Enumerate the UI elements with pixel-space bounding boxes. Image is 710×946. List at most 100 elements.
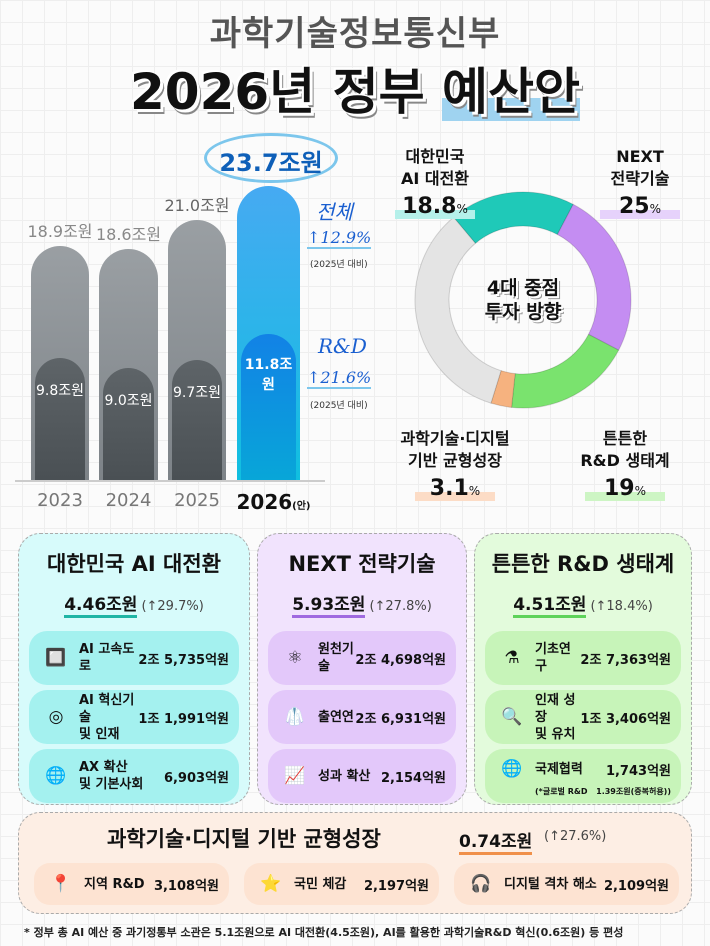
donut-label-rd-ecosystem: 튼튼한 R&D 생태계 19%: [575, 428, 675, 501]
label-line1: 대한민국: [405, 147, 465, 166]
item-value: 2,197억원: [363, 878, 429, 894]
item-name: 출연연: [318, 709, 354, 725]
item-note: (*글로벌 R&D 1.39조원(중복허용)): [535, 786, 671, 797]
slice-percent: 19%: [585, 476, 665, 501]
title-prefix: 2026년 정부: [130, 63, 442, 121]
page-title: 2026년 정부 예산안: [0, 52, 710, 124]
bar-rd-2024: [103, 368, 154, 480]
percent-sign: %: [468, 484, 481, 498]
percent-value: 3.1: [429, 476, 469, 501]
network-globe-icon: 🌐: [501, 759, 523, 779]
donut-center-line1: 4대 중점: [486, 277, 560, 299]
bar-total-label: 18.6조원: [95, 225, 162, 245]
panel-total: 5.93조원: [292, 595, 366, 618]
item-value: 2,109억원: [603, 878, 669, 894]
budget-item: 📈 성과 확산 2,154억원: [268, 749, 456, 803]
panel-change: (↑29.7%): [141, 599, 204, 614]
bar-total-label: 18.9조원: [27, 221, 93, 241]
panel-total: 4.51조원: [513, 595, 587, 618]
year-label: 2023: [25, 490, 95, 511]
percent-value: 25: [618, 194, 650, 219]
panel-total: 4.46조원: [64, 595, 138, 618]
year-label: 2025: [162, 490, 232, 511]
panel-2: NEXT 전략기술 5.93조원 (↑27.8%) ⚛ 원천기술 2조 4,698억원 🥼 출…: [257, 533, 467, 805]
atom-document-icon: ⚛: [287, 648, 303, 668]
budget-item: 🌐 AX 확산 및 기본사회 6,903억원: [29, 749, 239, 803]
ai-chip-icon: 🔲: [45, 648, 67, 668]
footnote: * 정부 총 AI 예산 중 과기정통부 소관은 5.1조원으로 AI 대전환(…: [24, 926, 624, 939]
talent-search-icon: 🔍: [501, 707, 523, 727]
panel-change: (↑18.4%): [590, 599, 653, 614]
item-name: AX 확산 및 기본사회: [79, 760, 144, 792]
panel-total-row: 5.93조원 (↑27.8%): [258, 590, 466, 618]
ministry-name: 과학기술정보통신부: [209, 14, 501, 54]
budget-item: 📍 지역 R&D 3,108억원: [34, 863, 229, 905]
percent-sign: %: [456, 202, 468, 216]
label-line1: 과학기술·디지털: [400, 429, 510, 448]
map-pin-icon: 📍: [50, 874, 72, 894]
item-value: 2조 4,698억원: [355, 652, 446, 668]
budget-item: 🌐 국제협력 1,743억원 (*글로벌 R&D 1.39조원(중복허용)): [485, 749, 681, 803]
headset-person-icon: 🎧: [470, 874, 492, 894]
percent-sign: %: [649, 202, 662, 216]
budget-item: ⚗ 기초연구 2조 7,363억원: [485, 631, 681, 685]
budget-bar-chart: 18.9조원 9.8조원 2023 18.6조원 9.0조원 2024 21.0조원 9.7조…: [0, 130, 380, 520]
year-text: 2026: [236, 490, 293, 514]
bar-rd-2026: [241, 333, 296, 480]
panel-balanced-growth: 과학기술·디지털 기반 균형성장 0.74조원 (↑27.6%) 📍 지역 R&D…: [18, 812, 692, 914]
lab-coat-icon: 🥼: [284, 707, 306, 727]
title-highlight: 예산안: [441, 63, 580, 121]
budget-item: ⭐ 국민 체감 2,197억원: [244, 863, 439, 905]
label-line1: NEXT: [616, 147, 664, 166]
donut-center-line2: 투자 방향: [484, 301, 562, 323]
panel-title: NEXT 전략기술: [288, 552, 436, 576]
bar-rd-label: 9.0조원: [104, 393, 153, 410]
item-value: 6,903억원: [163, 770, 229, 786]
item-name: AI 혁신기술 및 인재: [79, 692, 135, 742]
item-name: 원천기술: [318, 642, 354, 674]
rd-title: R&D: [318, 334, 367, 358]
year-label: 2026(안): [234, 490, 314, 514]
panel-change: (↑27.6%): [544, 829, 607, 844]
investment-donut-chart: [414, 191, 632, 409]
baseline: [15, 480, 325, 482]
year-label: 2024: [94, 490, 164, 511]
item-name: 성과 확산: [318, 768, 371, 784]
bar-rd-label: 11.8조원: [244, 356, 293, 393]
slice-next-tech: [556, 203, 632, 351]
panel-title: 대한민국 AI 대전환: [47, 552, 221, 576]
slice-percent: 18.8%: [395, 194, 475, 219]
label-line1: 튼튼한: [602, 429, 648, 448]
panel-3: 튼튼한 R&D 생태계 4.51조원 (↑18.4%) ⚗ 기초연구 2조 7,363억원…: [474, 533, 692, 805]
panel-1: 대한민국 AI 대전환 4.46조원 (↑29.7%) 🔲 AI 고속도로 2조 5,73…: [18, 533, 250, 805]
label-line2: R&D 생태계: [580, 451, 670, 470]
item-name: AI 고속도로: [79, 642, 135, 674]
total-basis: (2025년 대비): [310, 260, 368, 270]
panel-total-row: 4.46조원 (↑29.7%): [19, 590, 249, 618]
globe-icon: 🌐: [45, 766, 67, 786]
year-suffix: (안): [292, 501, 311, 512]
flask-icon: ⚗: [504, 648, 520, 668]
item-value: 3,108억원: [153, 878, 219, 894]
year-text: 2023: [37, 490, 83, 511]
donut-label-next-tech: NEXT 전략기술 25%: [590, 146, 690, 219]
budget-item: 🥼 출연연 2조 6,931억원: [268, 690, 456, 744]
label-line2: AI 대전환: [400, 169, 470, 188]
percent-sign: %: [634, 484, 647, 498]
growth-chart-icon: 📈: [284, 766, 306, 786]
bar-rd-label: 9.7조원: [172, 384, 222, 401]
highlight-circle: [204, 133, 338, 183]
note-right: 1.39조원(중복허용)): [596, 787, 671, 796]
item-value: 1조 1,991억원: [138, 711, 229, 727]
note-left: (*글로벌 R&D: [535, 787, 588, 796]
item-name: 인재 성장 및 유치: [535, 692, 576, 742]
percent-value: 18.8: [402, 194, 457, 219]
item-value: 2조 5,735억원: [138, 652, 229, 668]
budget-item: 🔍 인재 성장 및 유치 1조 3,406억원: [485, 690, 681, 744]
budget-item: 🔲 AI 고속도로 2조 5,735억원: [29, 631, 239, 685]
item-name: 지역 R&D: [84, 876, 145, 892]
donut-label-balanced-growth: 과학기술·디지털 기반 균형성장 3.1%: [385, 428, 525, 501]
slice-balanced-growth: [490, 370, 516, 408]
year-text: 2025: [174, 490, 220, 511]
panel-total-row: 4.51조원 (↑18.4%): [475, 590, 691, 618]
